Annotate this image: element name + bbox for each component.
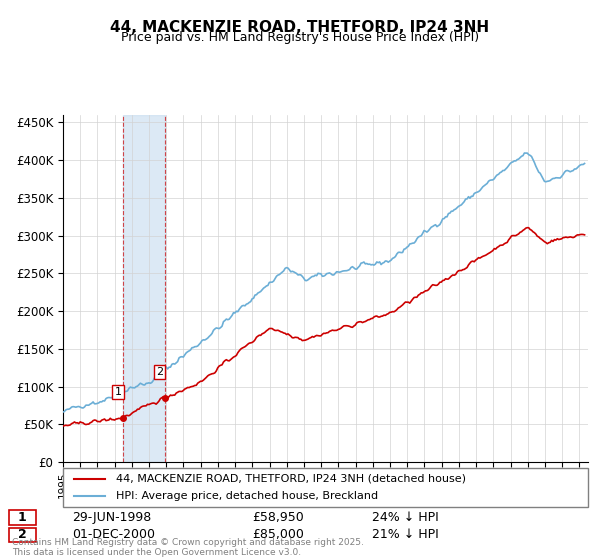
Text: 44, MACKENZIE ROAD, THETFORD, IP24 3NH: 44, MACKENZIE ROAD, THETFORD, IP24 3NH — [110, 20, 490, 35]
FancyBboxPatch shape — [9, 528, 36, 543]
Text: 44, MACKENZIE ROAD, THETFORD, IP24 3NH (detached house): 44, MACKENZIE ROAD, THETFORD, IP24 3NH (… — [115, 474, 466, 484]
Text: HPI: Average price, detached house, Breckland: HPI: Average price, detached house, Brec… — [115, 491, 377, 501]
Text: 2: 2 — [18, 529, 26, 542]
Text: Price paid vs. HM Land Registry's House Price Index (HPI): Price paid vs. HM Land Registry's House … — [121, 31, 479, 44]
Text: £58,950: £58,950 — [252, 511, 304, 524]
Text: Contains HM Land Registry data © Crown copyright and database right 2025.
This d: Contains HM Land Registry data © Crown c… — [12, 538, 364, 557]
Text: 21% ↓ HPI: 21% ↓ HPI — [372, 529, 439, 542]
Text: 1: 1 — [115, 387, 122, 397]
Text: 1: 1 — [18, 511, 26, 524]
Text: £85,000: £85,000 — [252, 529, 304, 542]
Text: 29-JUN-1998: 29-JUN-1998 — [72, 511, 151, 524]
FancyBboxPatch shape — [9, 510, 36, 525]
FancyBboxPatch shape — [63, 468, 588, 507]
Text: 2: 2 — [156, 367, 163, 377]
Text: 01-DEC-2000: 01-DEC-2000 — [72, 529, 155, 542]
Bar — [123, 115, 165, 462]
Text: 24% ↓ HPI: 24% ↓ HPI — [372, 511, 439, 524]
